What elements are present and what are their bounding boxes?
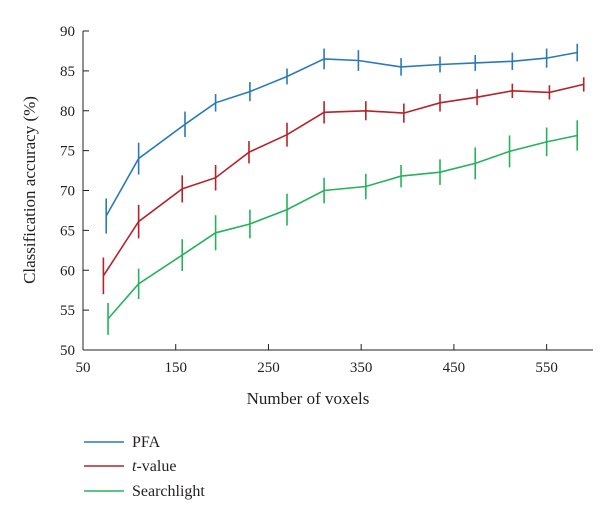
y-tick-label: 80 bbox=[60, 104, 75, 120]
x-tick-label: 150 bbox=[164, 360, 187, 376]
x-tick-label: 550 bbox=[535, 360, 558, 376]
series-line-t-value bbox=[102, 83, 584, 277]
legend-label-t-rest: -value bbox=[136, 458, 176, 475]
x-tick-label: 250 bbox=[257, 360, 280, 376]
y-tick-label: 50 bbox=[60, 343, 75, 359]
legend-label-searchlight: Searchlight bbox=[132, 483, 205, 500]
y-tick-label: 55 bbox=[60, 303, 75, 319]
y-tick-label: 60 bbox=[60, 263, 75, 279]
series-line-searchlight bbox=[107, 134, 578, 320]
y-tick-label: 85 bbox=[60, 64, 75, 80]
x-tick-label: 450 bbox=[443, 360, 466, 376]
legend: PFA t-value Searchlight bbox=[84, 434, 205, 500]
y-tick-label: 90 bbox=[60, 24, 75, 40]
legend-label-t-value: t-value bbox=[132, 458, 176, 475]
y-axis-label: Classification accuracy (%) bbox=[20, 96, 39, 284]
x-tick-label: 50 bbox=[76, 360, 91, 376]
plot-area: 50 55 60 65 70 75 80 85 90 50 150 250 350 450 550 bbox=[60, 24, 593, 376]
y-tick-label: 75 bbox=[60, 144, 75, 160]
series-line-pfa bbox=[105, 51, 578, 217]
y-tick-label: 70 bbox=[60, 184, 75, 200]
x-tick-label: 350 bbox=[350, 360, 373, 376]
y-tick-label: 65 bbox=[60, 223, 75, 239]
x-axis-label: Number of voxels bbox=[247, 389, 370, 408]
legend-label-t-italic: t bbox=[132, 458, 137, 475]
legend-label-pfa: PFA bbox=[132, 434, 161, 451]
